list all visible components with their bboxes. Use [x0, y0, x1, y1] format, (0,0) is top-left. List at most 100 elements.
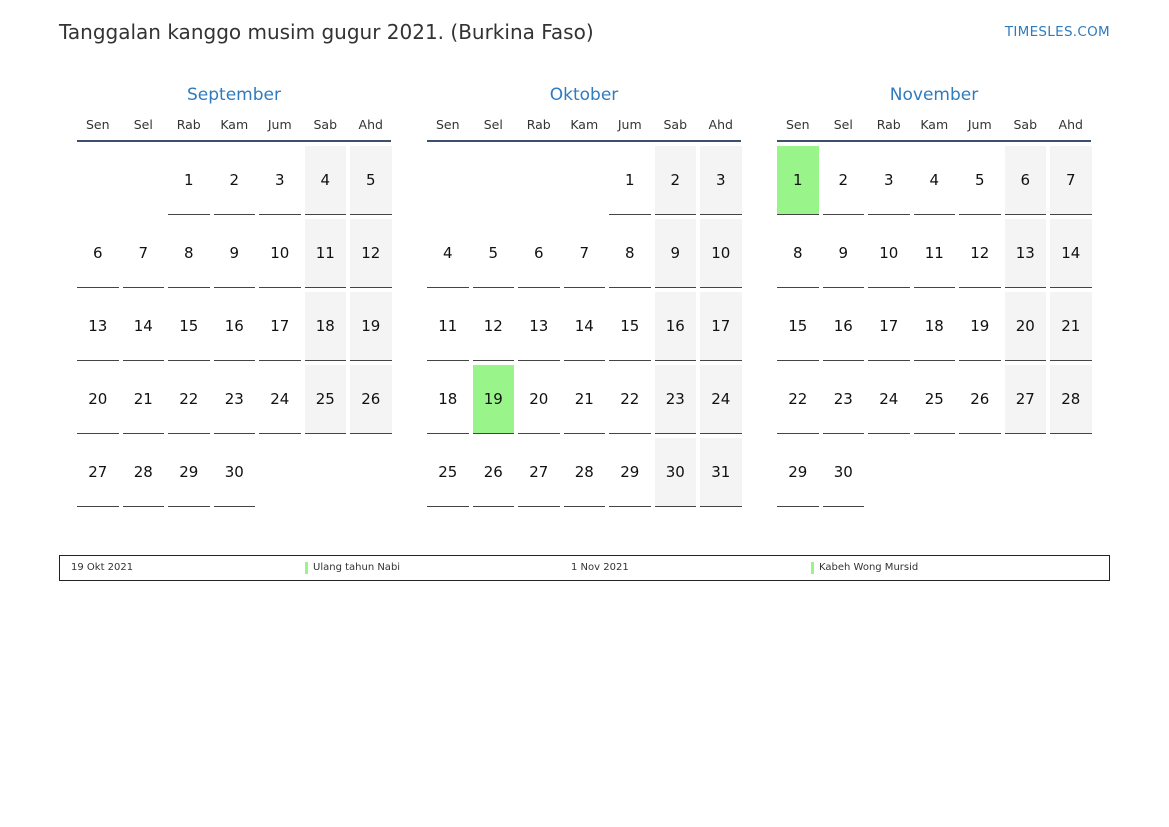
day-cell: 2 — [654, 146, 696, 215]
day-cell: 24 — [868, 365, 910, 434]
empty-cell — [564, 146, 606, 215]
day-cell: 11 — [427, 292, 469, 361]
day-cell: 22 — [168, 365, 210, 434]
legend-date: 19 Okt 2021 — [71, 562, 134, 573]
day-cell: 17 — [868, 292, 910, 361]
day-cell: 5 — [472, 219, 514, 288]
empty-cell — [1005, 438, 1047, 507]
day-cell: 26 — [959, 365, 1001, 434]
day-cell: 24 — [700, 365, 742, 434]
day-cell: 14 — [563, 292, 605, 361]
weekday-label: Sel — [483, 117, 503, 132]
day-cell: 6 — [1004, 146, 1046, 215]
day-grid: 1 2 3 4 5 6 7 8 9 10 11 12 13 14 15 16 17 18 19 20 21 22 23 24 2… — [777, 146, 1092, 507]
day-cell: 19 — [350, 292, 392, 361]
legend-holiday-name: Ulang tahun Nabi — [313, 562, 401, 573]
day-cell: 7 — [122, 219, 164, 288]
weekday-header: Sen Sel Rab Kam Jum Sab Ahd — [427, 108, 741, 142]
day-cell: 20 — [77, 365, 119, 434]
empty-cell — [77, 146, 119, 215]
day-cell: 30 — [822, 438, 864, 507]
day-cell: 27 — [518, 438, 560, 507]
empty-cell — [1050, 438, 1092, 507]
day-cell: 21 — [563, 365, 605, 434]
day-cell: 12 — [472, 292, 514, 361]
empty-cell — [518, 146, 560, 215]
weekday-label: Rab — [176, 117, 201, 132]
empty-cell — [259, 438, 301, 507]
day-cell: 5 — [350, 146, 392, 215]
empty-cell — [123, 146, 165, 215]
day-grid: 1 2 3 4 5 6 7 8 9 10 11 12 13 14 15 16 17 18 19 20 21 22 23 24 2… — [427, 146, 742, 507]
day-cell: 9 — [822, 219, 864, 288]
legend-date: 1 Nov 2021 — [571, 562, 629, 573]
day-cell: 25 — [913, 365, 955, 434]
day-cell: 17 — [259, 292, 301, 361]
day-cell: 15 — [777, 292, 819, 361]
day-cell: 16 — [822, 292, 864, 361]
weekday-label: Sen — [435, 117, 460, 132]
day-cell: 25 — [427, 438, 469, 507]
day-cell: 19 — [472, 365, 514, 434]
empty-cell — [305, 438, 347, 507]
legend-holiday-name: Kabeh Wong Mursid — [819, 562, 919, 573]
weekday-label: Sen — [85, 117, 110, 132]
page-title: Tanggalan kanggo musim gugur 2021. (Burk… — [59, 20, 594, 44]
day-cell: 6 — [518, 219, 560, 288]
day-cell: 14 — [1050, 219, 1092, 288]
empty-cell — [914, 438, 956, 507]
day-cell: 23 — [654, 365, 696, 434]
day-cell: 1 — [168, 146, 210, 215]
weekday-label: Kam — [570, 117, 599, 132]
month-title: November — [889, 85, 979, 105]
day-cell: 16 — [213, 292, 255, 361]
day-cell: 30 — [654, 438, 696, 507]
weekday-header: Sen Sel Rab Kam Jum Sab Ahd — [777, 108, 1091, 142]
day-cell: 5 — [959, 146, 1001, 215]
day-cell: 22 — [777, 365, 819, 434]
day-cell: 9 — [654, 219, 696, 288]
day-cell: 22 — [609, 365, 651, 434]
day-cell: 4 — [913, 146, 955, 215]
day-cell: 3 — [868, 146, 910, 215]
weekday-header: Sen Sel Rab Kam Jum Sab Ahd — [77, 108, 391, 142]
day-cell: 10 — [259, 219, 301, 288]
day-cell: 25 — [304, 365, 346, 434]
day-cell: 15 — [168, 292, 210, 361]
day-cell: 18 — [304, 292, 346, 361]
weekday-label: Jum — [967, 117, 992, 132]
day-cell: 23 — [822, 365, 864, 434]
day-cell: 24 — [259, 365, 301, 434]
day-cell: 31 — [700, 438, 742, 507]
day-cell: 13 — [518, 292, 560, 361]
day-cell: 23 — [213, 365, 255, 434]
day-cell: 26 — [472, 438, 514, 507]
day-cell: 8 — [168, 219, 210, 288]
weekday-label: Rab — [526, 117, 551, 132]
day-cell: 15 — [609, 292, 651, 361]
weekday-label: Ahd — [358, 117, 383, 132]
day-cell: 20 — [1004, 292, 1046, 361]
legend-color-marker — [305, 562, 308, 574]
day-cell: 18 — [427, 365, 469, 434]
weekday-label: Sel — [833, 117, 853, 132]
day-cell: 20 — [518, 365, 560, 434]
day-cell: 13 — [1004, 219, 1046, 288]
month-title: September — [187, 85, 281, 105]
site-link[interactable]: TIMESLES.COM — [1004, 24, 1110, 40]
day-cell: 8 — [609, 219, 651, 288]
day-cell: 14 — [122, 292, 164, 361]
day-cell: 7 — [1050, 146, 1092, 215]
day-cell: 6 — [77, 219, 119, 288]
weekday-label: Sel — [133, 117, 153, 132]
weekday-label: Jum — [617, 117, 642, 132]
legend-color-marker — [811, 562, 814, 574]
weekday-label: Sab — [663, 117, 688, 132]
day-cell: 10 — [700, 219, 742, 288]
day-cell: 3 — [259, 146, 301, 215]
day-cell: 26 — [350, 365, 392, 434]
day-cell: 17 — [700, 292, 742, 361]
